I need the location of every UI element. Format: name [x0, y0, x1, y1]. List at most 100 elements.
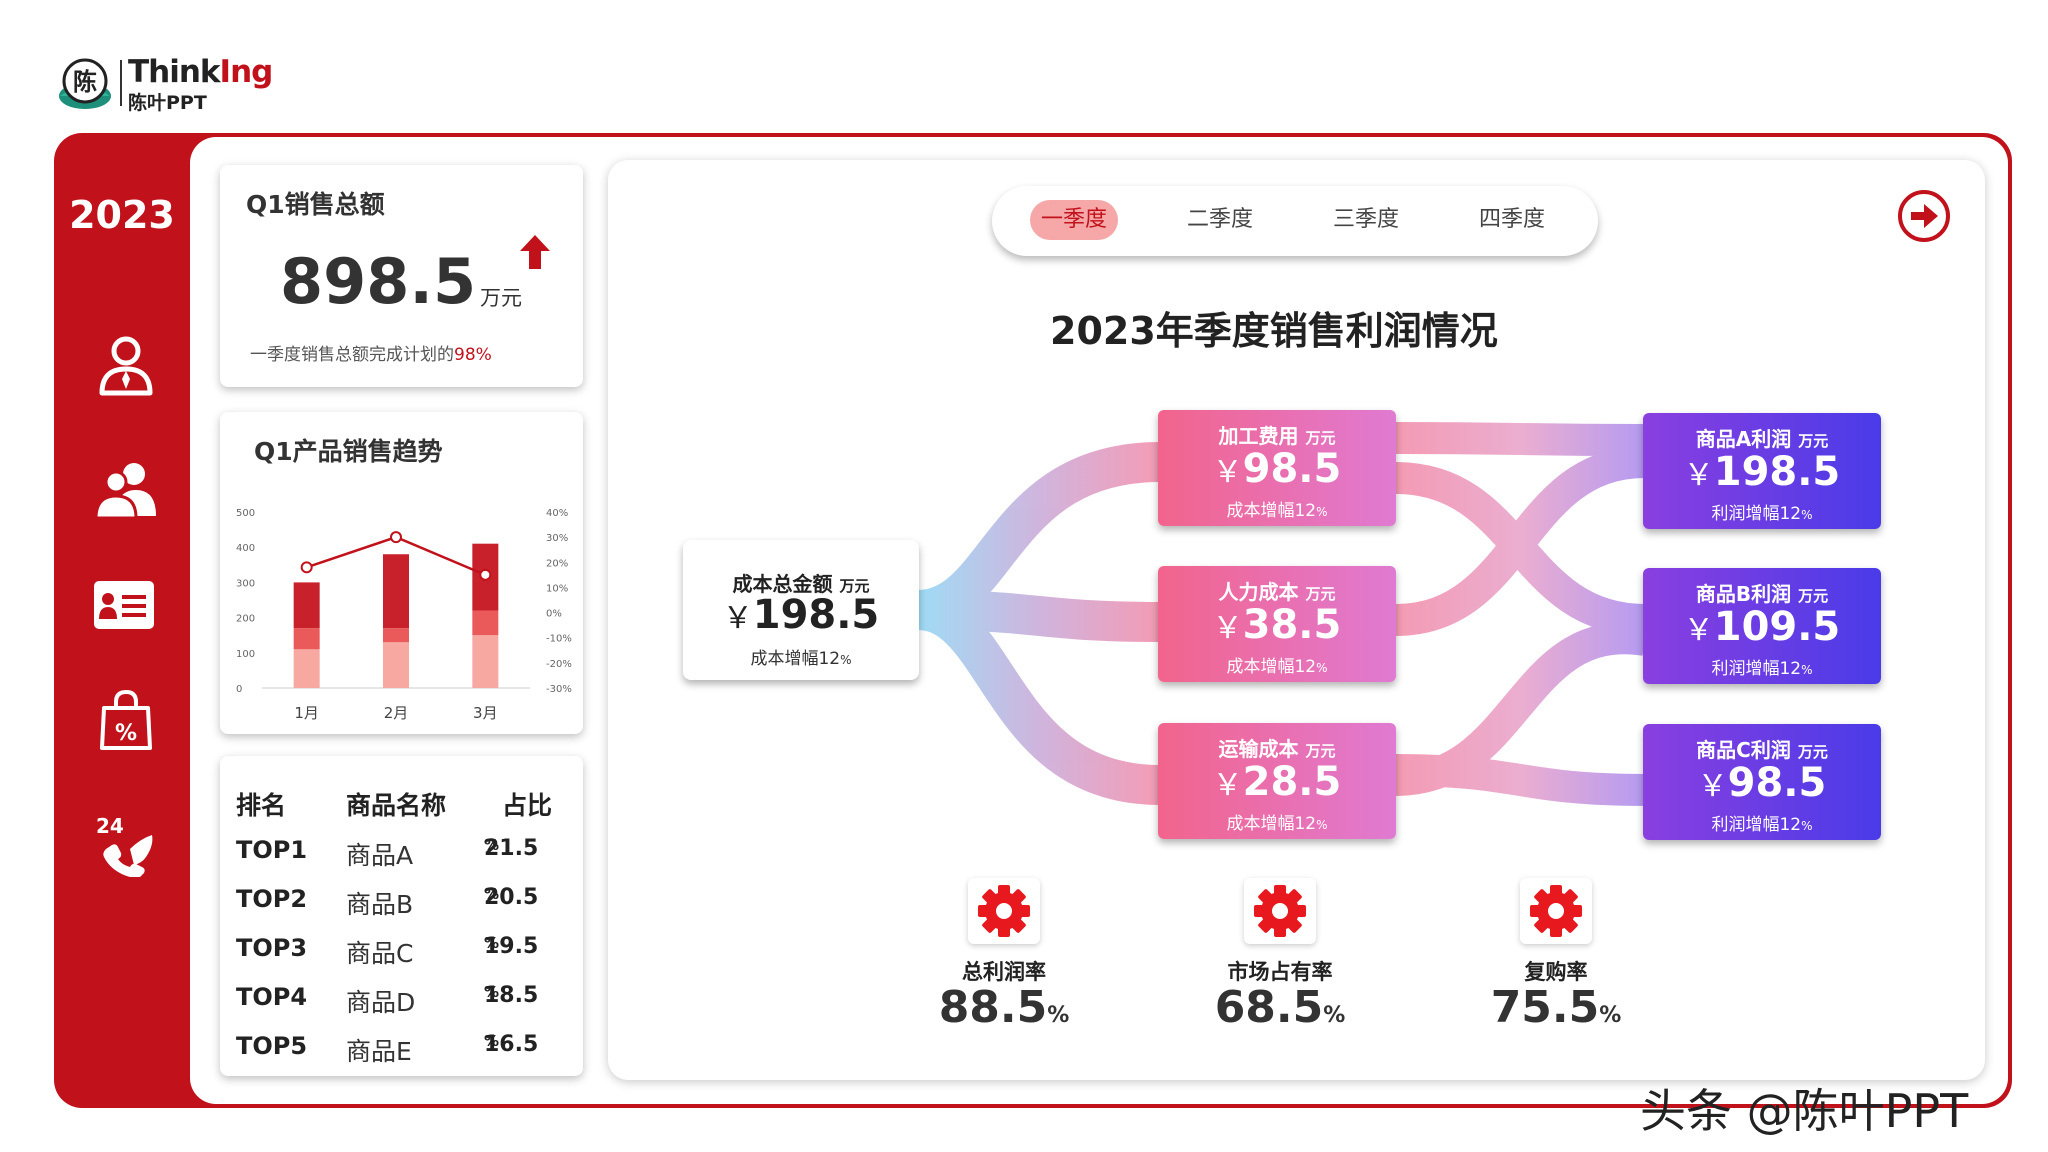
y-tick-label: 200	[236, 614, 255, 625]
profit-growth: 利润增幅12%	[1711, 815, 1813, 835]
cost-value: ￥28.5	[1212, 759, 1342, 805]
kpi-value-market-share: 68.5%	[1214, 982, 1346, 1033]
phone-24-icon[interactable]: 24	[94, 813, 158, 877]
rank-header-name: 商品名称	[346, 791, 447, 820]
rank-label: TOP3	[236, 934, 308, 962]
users-icon[interactable]	[94, 458, 158, 522]
svg-text:陈: 陈	[73, 67, 97, 96]
rank-row: TOP3 商品C 19.5%	[236, 934, 539, 968]
kpi-value-repurchase: 75.5%	[1490, 982, 1622, 1033]
x-tick-label: 1月	[294, 704, 319, 722]
rank-row: TOP5 商品E 16.5%	[236, 1032, 539, 1066]
profit-box-a: 商品A利润 万元 ￥198.5 利润增幅12%	[1643, 413, 1881, 529]
sales-trend-chart: 500 400 300 200 100 0 40% 30% 20% 10% 0% -10% -20% -3…	[236, 508, 572, 722]
profit-value: ￥198.5	[1683, 449, 1841, 495]
shopping-bag-percent-icon[interactable]: %	[94, 688, 158, 752]
tab-q3[interactable]: 三季度	[1332, 207, 1399, 232]
trend-point	[390, 531, 402, 544]
rank-label: TOP5	[236, 1032, 308, 1060]
bar-segment	[383, 628, 409, 643]
bar-segment	[293, 649, 320, 688]
total-cost-box: 成本总金额 万元 ￥198.5 成本增幅12%	[683, 540, 919, 680]
cost-value: ￥38.5	[1212, 602, 1342, 648]
trend-point	[479, 568, 492, 581]
y-tick-label: 300	[236, 578, 255, 589]
product-name: 商品A	[346, 841, 414, 870]
gear-icon	[1254, 885, 1306, 937]
bar-segment	[383, 554, 409, 629]
watermark: 头条 @陈叶PPT	[1640, 1084, 1969, 1138]
cost-growth: 成本增幅12%	[1226, 501, 1328, 521]
y-tick-label: 400	[236, 543, 255, 554]
arrow-right-circle-icon[interactable]	[1896, 188, 1952, 244]
total-cost-growth: 成本增幅12%	[750, 649, 852, 669]
sales-trend-card: Q1产品销售趋势 500 400 300 200 100 0 40% 30% 20% 10% 0% -…	[220, 412, 583, 734]
kpi-value-profit-rate: 88.5%	[938, 982, 1070, 1033]
kpi-label-repurchase: 复购率	[1524, 960, 1588, 984]
tab-q1[interactable]: 一季度	[1030, 200, 1118, 240]
product-name: 商品D	[346, 988, 416, 1017]
cost-label: 加工费用 万元	[1218, 424, 1336, 448]
sales-total-value: 898.5	[280, 245, 477, 318]
cost-growth: 成本增幅12%	[1226, 657, 1328, 677]
rank-label: TOP1	[236, 836, 308, 864]
cost-box-labor: 人力成本 万元 ￥38.5 成本增幅12%	[1158, 566, 1396, 682]
profit-growth: 利润增幅12%	[1711, 504, 1813, 524]
quarter-tabs: 一季度 二季度 三季度 四季度	[992, 186, 1598, 256]
bar-segment	[472, 610, 499, 636]
sales-card-title: Q1销售总额	[246, 190, 385, 219]
rank-label: TOP2	[236, 885, 308, 913]
kpi-gear-icon-repurchase	[1520, 878, 1592, 944]
profit-growth: 利润增幅12%	[1711, 659, 1813, 679]
sales-total-unit: 万元	[480, 286, 522, 310]
profit-label: 商品A利润 万元	[1695, 427, 1829, 451]
user-tie-icon[interactable]	[94, 333, 158, 397]
trend-card-title: Q1产品销售趋势	[254, 437, 443, 466]
kpi-label-profit-rate: 总利润率	[962, 960, 1046, 984]
svg-text:24: 24	[96, 814, 124, 838]
y-tick-label: 500	[236, 508, 255, 519]
product-name: 商品B	[346, 890, 414, 919]
x-tick-label: 2月	[384, 704, 409, 722]
product-name: 商品C	[346, 939, 414, 968]
profit-label: 商品C利润 万元	[1696, 738, 1828, 762]
tab-q4[interactable]: 四季度	[1478, 207, 1545, 232]
y-tick-label: 100	[236, 649, 255, 660]
sales-plan-note: 一季度销售总额完成计划的98%	[250, 345, 492, 365]
trend-point	[300, 561, 313, 574]
y-tick-label: 0	[236, 684, 242, 695]
bar-segment	[383, 642, 409, 688]
rank-row: TOP1 商品A 21.5%	[236, 836, 539, 870]
y2-tick-label: 20%	[546, 558, 568, 569]
cost-box-processing: 加工费用 万元 ￥98.5 成本增幅12%	[1158, 410, 1396, 526]
gear-icon	[978, 885, 1030, 937]
rank-row: TOP4 商品D 18.5%	[236, 983, 539, 1017]
gear-icon	[1530, 885, 1582, 937]
tab-q2[interactable]: 二季度	[1186, 207, 1253, 232]
rank-row: TOP2 商品B 20.5%	[236, 885, 539, 919]
cost-growth: 成本增幅12%	[1226, 814, 1328, 834]
bar-segment	[293, 582, 320, 629]
profit-label: 商品B利润 万元	[1695, 582, 1829, 606]
main-title: 2023年季度销售利润情况	[1050, 309, 1498, 353]
profit-box-c: 商品C利润 万元 ￥98.5 利润增幅12%	[1643, 724, 1881, 840]
y2-tick-label: 30%	[546, 533, 568, 544]
product-rank-card: 排名 商品名称 占比 TOP1 商品A 21.5% TOP2 商品B 20.5%…	[220, 756, 583, 1076]
logo-badge-icon: 陈	[59, 58, 111, 109]
product-name: 商品E	[346, 1037, 412, 1066]
y2-tick-label: 40%	[546, 508, 568, 519]
kpi-label-market-share: 市场占有率	[1227, 960, 1333, 984]
cost-label: 运输成本 万元	[1218, 737, 1336, 761]
y2-tick-label: -30%	[546, 684, 572, 695]
rank-label: TOP4	[236, 983, 308, 1011]
brand-logo: 陈 ThinkIng 陈叶PPT	[56, 54, 276, 114]
sales-total-card: Q1销售总额 898.5 万元 一季度销售总额完成计划的98%	[220, 165, 583, 387]
total-cost-label: 成本总金额 万元	[732, 572, 870, 596]
cost-box-transport: 运输成本 万元 ￥28.5 成本增幅12%	[1158, 723, 1396, 839]
y2-tick-label: -20%	[546, 659, 572, 670]
total-cost-value: ￥198.5	[722, 592, 880, 638]
logo-cn-name: 陈叶PPT	[128, 92, 207, 114]
rank-header-pct: 占比	[502, 791, 553, 820]
logo-wordmark: ThinkIng	[128, 54, 273, 90]
y2-tick-label: 0%	[546, 609, 562, 620]
